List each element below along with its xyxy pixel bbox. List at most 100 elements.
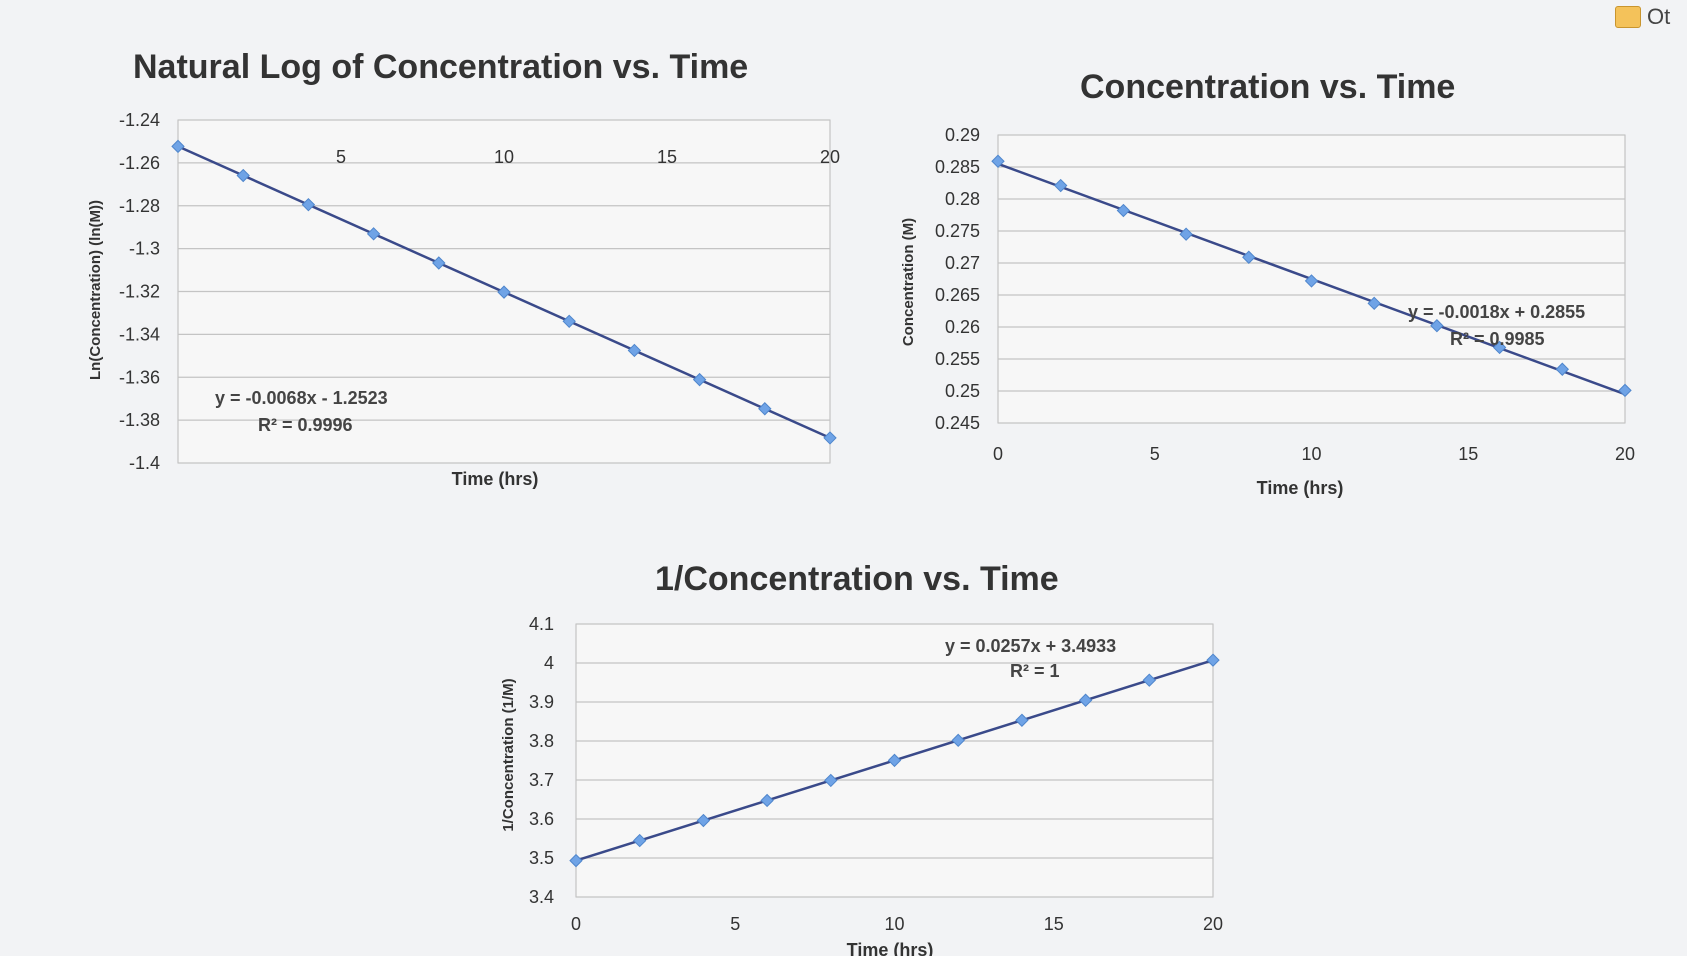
data-point	[823, 431, 837, 445]
y-tick-label: -1.32	[119, 282, 160, 302]
y-tick-label: 3.6	[529, 809, 554, 829]
data-point	[1555, 362, 1570, 376]
data-point	[1053, 178, 1068, 193]
x-axis-label: Time (hrs)	[847, 940, 934, 956]
y-axis-label: Ln(Concentration) (ln(M))	[87, 200, 104, 380]
data-point	[627, 343, 642, 358]
data-point	[236, 168, 250, 183]
data-point	[951, 733, 965, 748]
data-point	[1206, 653, 1220, 667]
data-points	[991, 154, 1632, 398]
x-tick-labels: 0 5 10 15 20	[571, 914, 1223, 934]
data-point	[1142, 673, 1157, 687]
data-point	[497, 285, 511, 299]
y-tick-labels: -1.24 -1.26 -1.28 -1.3 -1.32 -1.34 -1.36 -1.38 -…	[119, 110, 160, 473]
y-tick-label: -1.38	[119, 410, 160, 430]
y-tick-label: 4.1	[529, 614, 554, 634]
data-point	[824, 773, 838, 788]
data-point	[1492, 340, 1507, 355]
data-point	[887, 753, 902, 768]
y-tick-label: -1.24	[119, 110, 160, 130]
y-tick-label: 0.26	[945, 317, 980, 337]
folder-label: Ot	[1647, 4, 1671, 29]
y-tick-label: 0.265	[935, 285, 980, 305]
x-tick-label: 15	[1458, 444, 1478, 464]
chart-concentration: Concentration vs. Time Concentration (M)…	[900, 68, 1635, 498]
y-tick-labels: 4.1 4 3.9 3.8 3.7 3.6 3.5 3.4	[529, 614, 554, 907]
y-tick-label: 3.8	[529, 731, 554, 751]
x-tick-label: 15	[657, 147, 677, 167]
y-tick-label: 0.245	[935, 413, 980, 433]
data-point	[569, 853, 583, 868]
x-tick-label: 10	[884, 914, 904, 934]
data-point	[1430, 319, 1444, 333]
data-point	[632, 833, 647, 848]
x-tick-label: 5	[1150, 444, 1160, 464]
y-tick-label: 3.9	[529, 692, 554, 712]
y-tick-label: 0.285	[935, 157, 980, 177]
x-axis-label: Time (hrs)	[1257, 478, 1344, 498]
chart-title: Concentration vs. Time	[1080, 68, 1455, 106]
data-point	[301, 197, 316, 212]
data-point	[991, 154, 1005, 168]
data-point	[171, 139, 185, 154]
trendline-r2: R² = 0.9985	[1450, 329, 1545, 349]
y-tick-label: 0.29	[945, 125, 980, 145]
data-point	[366, 227, 381, 241]
data-point	[1078, 693, 1093, 707]
y-tick-label: 3.7	[529, 770, 554, 790]
chart-title: Natural Log of Concentration vs. Time	[133, 48, 748, 86]
data-point	[1304, 274, 1319, 288]
folder-tab[interactable]: Ot	[1615, 0, 1687, 34]
data-point	[760, 793, 774, 808]
x-tick-label: 5	[336, 147, 346, 167]
folder-icon	[1615, 6, 1641, 28]
trendline-equation: y = -0.0068x - 1.2523	[215, 388, 388, 408]
gridlines	[575, 623, 1214, 898]
x-tick-label: 0	[571, 914, 581, 934]
data-point	[692, 372, 707, 387]
data-point	[562, 314, 576, 329]
y-tick-label: 0.27	[945, 253, 980, 273]
x-tick-label: 0	[993, 444, 1003, 464]
data-points	[569, 653, 1220, 868]
data-point	[1242, 250, 1256, 264]
data-point	[1015, 713, 1029, 727]
y-tick-label: -1.3	[129, 239, 160, 259]
x-tick-label: 15	[1044, 914, 1064, 934]
trendline-r2: R² = 0.9996	[258, 415, 353, 435]
y-tick-label: -1.34	[119, 324, 160, 344]
x-tick-label: 10	[494, 147, 514, 167]
data-points	[171, 139, 837, 445]
y-tick-label: 0.255	[935, 349, 980, 369]
chart-title: 1/Concentration vs. Time	[655, 560, 1059, 598]
data-point	[758, 402, 772, 416]
chart-ln-concentration: Natural Log of Concentration vs. Time Ln…	[87, 48, 840, 489]
y-tick-label: -1.28	[119, 196, 160, 216]
trendline-equation: y = 0.0257x + 3.4933	[945, 636, 1116, 656]
y-tick-label: 4	[544, 653, 554, 673]
x-tick-label: 20	[1615, 444, 1635, 464]
x-tick-label: 20	[1203, 914, 1223, 934]
data-point	[1116, 203, 1131, 218]
trendline-r2: R² = 1	[1010, 661, 1060, 681]
y-tick-labels: 0.29 0.285 0.28 0.275 0.27 0.265 0.26 0.255 0.25…	[935, 125, 980, 433]
y-tick-label: 3.5	[529, 848, 554, 868]
data-point	[696, 813, 711, 828]
y-axis-label: Concentration (M)	[900, 218, 917, 346]
y-tick-label: 0.275	[935, 221, 980, 241]
x-axis-label: Time (hrs)	[452, 469, 539, 489]
x-tick-label: 20	[820, 147, 840, 167]
y-axis-label: 1/Concentration (1/M)	[500, 678, 517, 831]
data-point	[1179, 227, 1193, 241]
y-tick-label: -1.26	[119, 153, 160, 173]
x-tick-labels: 0 5 10 15 20	[993, 444, 1635, 464]
y-tick-label: 3.4	[529, 887, 554, 907]
y-tick-label: -1.36	[119, 367, 160, 387]
y-tick-label: 0.28	[945, 189, 980, 209]
chart-inverse-concentration: 1/Concentration vs. Time 1/Concentration…	[500, 560, 1223, 956]
data-point	[1367, 296, 1381, 311]
data-point	[432, 256, 446, 270]
trendline-equation: y = -0.0018x + 0.2855	[1408, 302, 1585, 322]
